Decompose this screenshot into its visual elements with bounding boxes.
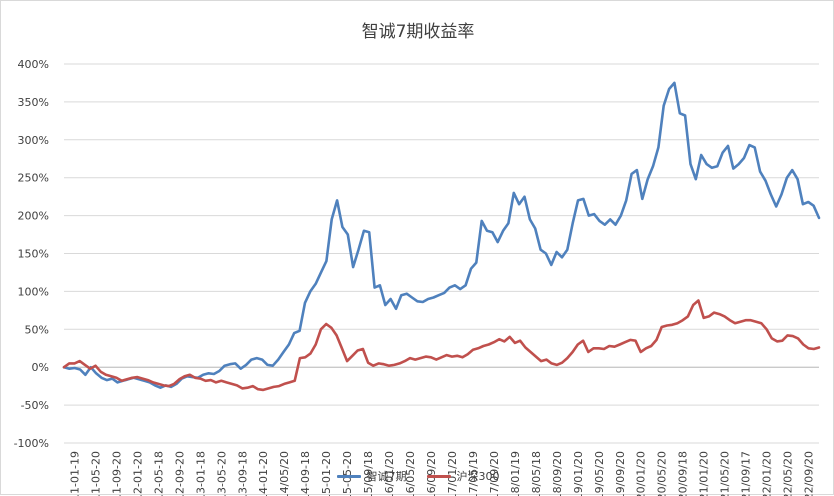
x-tick-label-23: 2018/09/20 bbox=[551, 451, 564, 496]
y-tick-label-9: 350% bbox=[18, 96, 49, 109]
x-tick-label-28: 2020/05/20 bbox=[656, 451, 669, 496]
x-tick-label-13: 2015-05-20 bbox=[341, 451, 354, 496]
legend-label-series-2: 沪深300 bbox=[456, 470, 500, 483]
legend-swatch-series-2 bbox=[426, 474, 451, 478]
x-tick-label-29: 2020/09/18 bbox=[677, 451, 690, 496]
x-tick-label-20: 2017/09/20 bbox=[488, 451, 501, 496]
x-tick-label-31: 2021/05/20 bbox=[719, 451, 732, 496]
x-tick-label-2: 2011-09-20 bbox=[110, 451, 123, 496]
x-tick-label-32: 2021/09/17 bbox=[740, 451, 753, 496]
x-tick-label-17: 2016/09/20 bbox=[425, 451, 438, 496]
x-tick-label-5: 2012-09-20 bbox=[173, 451, 186, 496]
y-tick-label-4: 100% bbox=[18, 285, 49, 298]
x-tick-label-0: 2011-01-19 bbox=[68, 451, 81, 496]
y-tick-label-0: -100% bbox=[14, 437, 49, 450]
x-tick-label-9: 2014-01-20 bbox=[257, 451, 270, 496]
series-line-2 bbox=[62, 299, 821, 392]
series-line-1 bbox=[62, 81, 821, 390]
legend-label-series-1: 智诚7期 bbox=[366, 470, 407, 483]
y-tick-label-10: 400% bbox=[18, 58, 49, 71]
y-tick-label-1: -50% bbox=[21, 399, 49, 412]
x-tick-label-6: 2013-01-18 bbox=[194, 451, 207, 496]
x-tick-label-21: 2018/01/19 bbox=[509, 451, 522, 496]
x-tick-label-30: 2021/01/20 bbox=[698, 451, 711, 496]
x-tick-label-35: 2022/09/20 bbox=[803, 451, 816, 496]
x-tick-label-33: 2022/01/20 bbox=[761, 451, 774, 496]
x-tick-label-7: 2013-05-20 bbox=[215, 451, 228, 496]
y-tick-label-7: 250% bbox=[18, 172, 49, 185]
legend-item-series-2[interactable]: 沪深300 bbox=[426, 468, 500, 484]
x-tick-label-18: 2017/01/20 bbox=[446, 451, 459, 496]
y-tick-label-3: 50% bbox=[25, 323, 49, 336]
x-tick-label-8: 2013-09-18 bbox=[236, 451, 249, 496]
x-tick-label-16: 2016/05/20 bbox=[404, 451, 417, 496]
legend: 智诚7期 沪深300 bbox=[1, 468, 834, 484]
x-tick-label-14: 2015/09/18 bbox=[362, 451, 375, 496]
x-tick-label-15: 2016/01/20 bbox=[383, 451, 396, 496]
x-tick-label-34: 2022/05/20 bbox=[782, 451, 795, 496]
x-tick-label-25: 2019/05/20 bbox=[593, 451, 606, 496]
x-tick-label-10: 2014/05/20 bbox=[278, 451, 291, 496]
y-tick-label-8: 300% bbox=[18, 134, 49, 147]
x-tick-label-27: 2020/01/20 bbox=[635, 451, 648, 496]
y-tick-label-2: 0% bbox=[32, 361, 49, 374]
x-tick-label-12: 2015-01-20 bbox=[320, 451, 333, 496]
legend-item-series-1[interactable]: 智诚7期 bbox=[336, 468, 407, 484]
x-tick-label-3: 2012-01-20 bbox=[131, 451, 144, 496]
y-tick-label-6: 200% bbox=[18, 210, 49, 223]
x-tick-label-19: 2017/05/19 bbox=[467, 451, 480, 496]
x-tick-label-11: 2014-09-18 bbox=[299, 451, 312, 496]
x-tick-label-1: 2011-05-20 bbox=[89, 451, 102, 496]
chart-title: 智诚7期收益率 bbox=[361, 22, 475, 42]
x-tick-label-26: 2019/09/20 bbox=[614, 451, 627, 496]
legend-swatch-series-1 bbox=[336, 474, 361, 478]
x-tick-label-4: 2012-05-18 bbox=[152, 451, 165, 496]
x-tick-label-24: 2019/01/20 bbox=[572, 451, 585, 496]
y-tick-label-5: 150% bbox=[18, 248, 49, 261]
x-tick-label-22: 2018/05/18 bbox=[530, 451, 543, 496]
